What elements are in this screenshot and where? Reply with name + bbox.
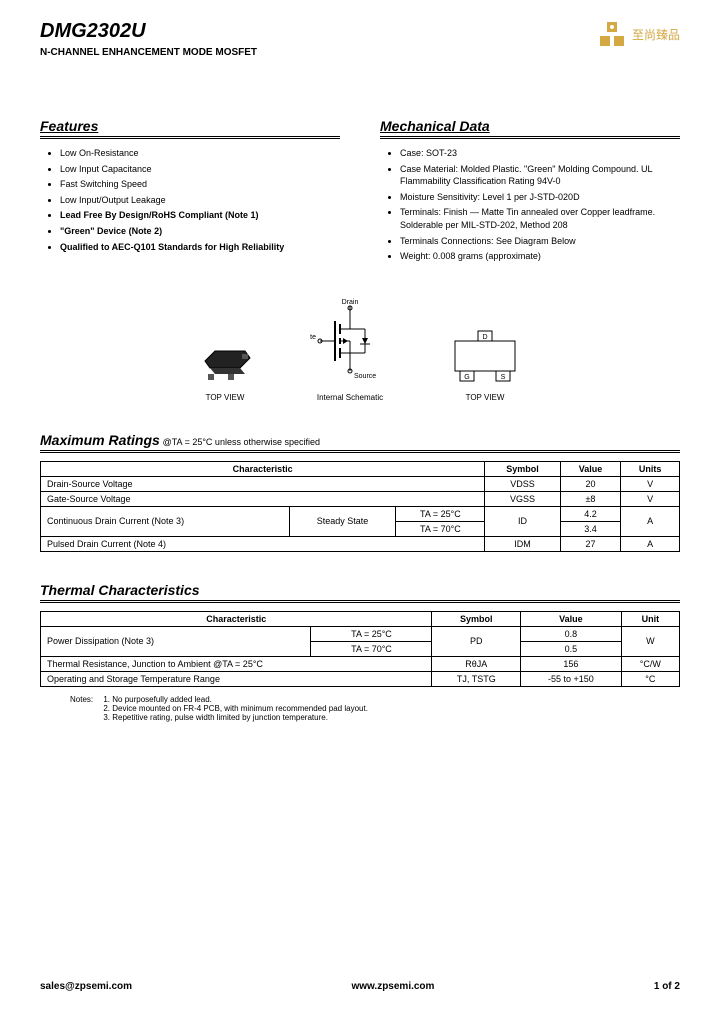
list-item: Terminals Connections: See Diagram Below [400, 235, 680, 248]
subtitle: N-CHANNEL ENHANCEMENT MODE MOSFET [40, 47, 257, 58]
logo: 至尚臻品 [598, 20, 680, 48]
table-header: Value [521, 611, 622, 626]
diagram-row: TOP VIEW Drain [40, 296, 680, 402]
footer: sales@zpsemi.com www.zpsemi.com 1 of 2 [40, 981, 680, 992]
thermal-table: Characteristic Symbol Value Unit Power D… [40, 611, 680, 687]
sot23-package-icon [190, 336, 260, 386]
table-row: Gate-Source Voltage VGSS ±8 V [41, 491, 680, 506]
footer-page: 1 of 2 [654, 981, 680, 992]
mosfet-schematic-icon: Drain Gate [310, 296, 390, 386]
table-header: Symbol [432, 611, 521, 626]
footer-website: www.zpsemi.com [351, 981, 434, 992]
logo-icon [598, 20, 626, 48]
svg-text:D: D [482, 334, 487, 341]
note-line: 3. Repetitive rating, pulse width limite… [103, 713, 368, 722]
footer-email: sales@zpsemi.com [40, 981, 132, 992]
list-item: Weight: 0.008 grams (approximate) [400, 250, 680, 263]
table-row: Power Dissipation (Note 3) TA = 25°C PD … [41, 626, 680, 641]
max-ratings-condition: @TA = 25°C unless otherwise specified [163, 437, 320, 447]
table-row: Pulsed Drain Current (Note 4) IDM 27 A [41, 536, 680, 551]
list-item: Case Material: Molded Plastic. "Green" M… [400, 163, 680, 188]
notes: Notes: 1. No purposefully added lead.2. … [40, 695, 680, 722]
svg-text:S: S [501, 374, 506, 381]
svg-text:Gate: Gate [310, 334, 316, 341]
max-ratings-title: Maximum Ratings [40, 432, 160, 448]
note-line: 1. No purposefully added lead. [103, 695, 368, 704]
max-ratings-table: Characteristic Symbol Value Units Drain-… [40, 461, 680, 552]
mechanical-list: Case: SOT-23 Case Material: Molded Plasti… [380, 147, 680, 263]
list-item: "Green" Device (Note 2) [60, 225, 340, 238]
table-row: Drain-Source Voltage VDSS 20 V [41, 476, 680, 491]
thermal-title: Thermal Characteristics [40, 582, 200, 598]
list-item: Terminals: Finish — Matte Tin annealed o… [400, 206, 680, 231]
part-number: DMG2302U [40, 20, 257, 43]
table-row: Operating and Storage Temperature Range … [41, 671, 680, 686]
notes-label: Notes: [70, 695, 93, 704]
list-item: Moisture Sensitivity: Level 1 per J-STD-… [400, 191, 680, 204]
note-line: 2. Device mounted on FR-4 PCB, with mini… [103, 704, 368, 713]
table-header: Value [560, 461, 620, 476]
list-item: Low Input Capacitance [60, 163, 340, 176]
list-item: Qualified to AEC-Q101 Standards for High… [60, 241, 340, 254]
list-item: Low Input/Output Leakage [60, 194, 340, 207]
svg-text:Source: Source [354, 373, 376, 380]
mechanical-title: Mechanical Data [380, 118, 680, 139]
top-view-caption-1: TOP VIEW [190, 393, 260, 402]
top-view-caption-2: TOP VIEW [440, 393, 530, 402]
list-item: Fast Switching Speed [60, 178, 340, 191]
table-header: Characteristic [41, 461, 485, 476]
table-header: Units [621, 461, 680, 476]
table-header: Unit [621, 611, 679, 626]
pinout-top-view-icon: D G S [440, 326, 530, 386]
list-item: Low On-Resistance [60, 147, 340, 160]
table-header: Characteristic [41, 611, 432, 626]
table-row: Thermal Resistance, Junction to Ambient … [41, 656, 680, 671]
features-title: Features [40, 118, 340, 139]
list-item: Case: SOT-23 [400, 147, 680, 160]
logo-text: 至尚臻品 [632, 26, 680, 43]
list-item: Lead Free By Design/RoHS Compliant (Note… [60, 209, 340, 222]
svg-text:G: G [464, 374, 469, 381]
features-list: Low On-Resistance Low Input Capacitance Fa… [40, 147, 340, 253]
header: DMG2302U N-CHANNEL ENHANCEMENT MODE MOSF… [40, 20, 680, 58]
table-row: Continuous Drain Current (Note 3) Steady… [41, 506, 680, 521]
table-header: Symbol [485, 461, 560, 476]
schematic-caption: Internal Schematic [310, 393, 390, 402]
svg-text:Drain: Drain [342, 299, 359, 306]
